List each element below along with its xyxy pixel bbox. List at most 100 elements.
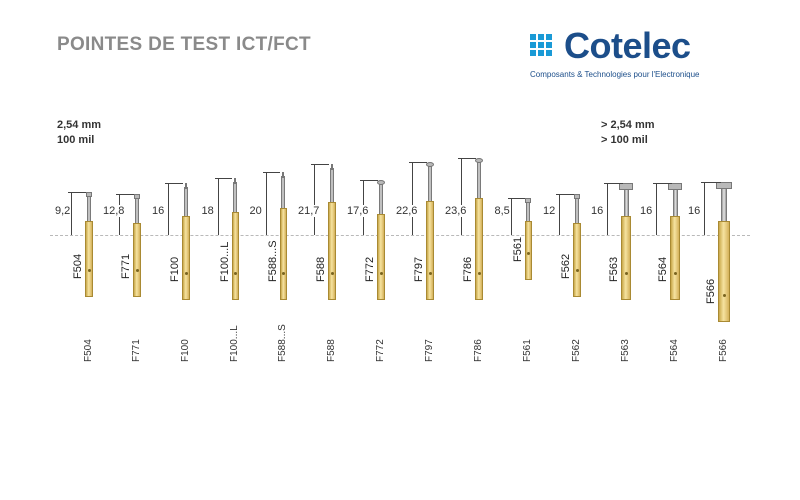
probe-model-label: F772 xyxy=(364,256,376,282)
probe-plunger xyxy=(672,187,678,218)
dimension-tick xyxy=(507,198,525,199)
probe-barrel xyxy=(133,223,141,297)
probe-bottom-label: F504 xyxy=(83,339,94,362)
probe-crimp-dot xyxy=(184,272,188,275)
probe-barrel xyxy=(524,221,532,280)
dimension-line xyxy=(412,162,413,235)
probe-bottom-label: F797 xyxy=(424,339,435,362)
probe-bottom-label: F588...S xyxy=(277,324,288,362)
probe-bottom-label: F564 xyxy=(669,339,680,362)
pitch-mil: > 100 mil xyxy=(601,134,648,146)
probe-bottom-label: F562 xyxy=(571,339,582,362)
probe-model-label: F588 xyxy=(315,256,327,282)
dimension-tick xyxy=(68,192,86,193)
dimension-line xyxy=(314,164,315,235)
dimension-line xyxy=(559,194,560,235)
probe-crimp-dot xyxy=(428,272,432,275)
dimension-line xyxy=(168,183,169,235)
reference-line xyxy=(50,235,750,236)
probe-bottom-label: F771 xyxy=(131,339,142,362)
probe-barrel xyxy=(279,208,287,300)
dimension-tick xyxy=(458,158,476,159)
probe-plunger xyxy=(184,187,188,218)
probe-tip-cup xyxy=(426,162,434,167)
dimension-value: 12 xyxy=(542,205,557,217)
dimension-value: 12,8 xyxy=(102,205,126,217)
probe-model-label: F564 xyxy=(657,256,669,282)
dimension-value: 16 xyxy=(639,205,654,217)
dimension-line xyxy=(704,182,705,235)
probe-plunger xyxy=(379,184,383,216)
dimension-value: 20 xyxy=(248,205,263,217)
probe-plunger xyxy=(281,176,285,210)
logo-tagline: Composants & Technologies pour l'Electro… xyxy=(530,70,700,79)
probe-model-label: F797 xyxy=(413,256,425,282)
probe-barrel xyxy=(377,214,385,300)
probe-plunger xyxy=(87,196,91,223)
logo-squares-icon xyxy=(530,34,556,60)
probe-tip-cup xyxy=(377,180,385,185)
probe-bottom-label: F566 xyxy=(718,339,729,362)
probe-crimp-dot xyxy=(477,272,481,275)
dimension-value: 9,2 xyxy=(54,205,72,217)
probe-bottom-label: F588 xyxy=(326,339,337,362)
probe-tip-pin xyxy=(331,164,333,170)
probe-bottom-label: F772 xyxy=(375,339,386,362)
probe-barrel xyxy=(328,202,336,300)
pitch-label-large: > 2,54 mm > 100 mil xyxy=(601,118,655,148)
probe-crimp-dot xyxy=(281,272,285,275)
probe-barrel xyxy=(573,223,581,297)
cotelec-logo: Cotelec Composants & Technologies pour l… xyxy=(530,25,760,90)
dimension-tick xyxy=(701,182,721,183)
probe-barrel xyxy=(718,221,730,322)
probe-tip-flat xyxy=(525,198,531,203)
probe-model-label: F566 xyxy=(705,278,717,304)
pitch-mm: 2,54 mm xyxy=(57,119,102,131)
probe-plunger xyxy=(721,186,727,223)
probe-plunger xyxy=(526,202,530,223)
dimension-line xyxy=(510,198,512,235)
probe-plunger xyxy=(135,198,139,225)
probe-model-label: F588...S xyxy=(266,240,279,282)
dimension-tick xyxy=(556,194,574,195)
probe-model-label: F504 xyxy=(72,253,84,279)
probe-bottom-label: F561 xyxy=(522,339,533,362)
pitch-mm: > 2,54 mm xyxy=(601,119,655,131)
probe-tip-crown xyxy=(716,182,732,189)
probe-plunger xyxy=(575,198,579,225)
probe-tip-flat xyxy=(134,194,140,199)
dimension-line xyxy=(71,192,72,235)
probe-tip-flat xyxy=(86,192,92,197)
dimension-value: 18 xyxy=(200,205,215,217)
dimension-tick xyxy=(116,194,134,195)
dimension-value: 22,6 xyxy=(395,205,419,217)
probe-barrel xyxy=(85,221,93,297)
pitch-label-standard: 2,54 mm 100 mil xyxy=(57,118,101,148)
probe-crimp-dot xyxy=(526,252,530,255)
probe-tip-pin xyxy=(282,172,284,178)
probe-bottom-label: F786 xyxy=(473,339,484,362)
probe-barrel xyxy=(621,216,631,300)
dimension-value: 23,6 xyxy=(444,205,468,217)
dimension-value: 16 xyxy=(687,205,702,217)
probe-plunger xyxy=(477,162,481,200)
probe-bottom-label: F563 xyxy=(620,339,631,362)
probe-model-label: F786 xyxy=(462,256,474,282)
probe-barrel xyxy=(426,201,434,300)
dimension-line xyxy=(461,158,462,235)
pitch-mil: 100 mil xyxy=(57,134,95,146)
dimension-value: 8,5 xyxy=(493,205,511,217)
probe-model-label: F562 xyxy=(560,253,572,279)
probe-barrel xyxy=(670,216,680,300)
probe-tip-pin xyxy=(234,178,236,184)
probe-crimp-dot xyxy=(379,272,383,275)
probe-crimp-dot xyxy=(575,269,579,272)
probe-crimp-dot xyxy=(722,294,726,297)
probe-crimp-dot xyxy=(233,272,237,275)
probe-crimp-dot xyxy=(135,269,139,272)
dimension-tick xyxy=(165,183,183,184)
probe-barrel xyxy=(182,216,190,300)
probe-tip-crown xyxy=(668,183,682,190)
dimension-value: 16 xyxy=(590,205,605,217)
probe-crimp-dot xyxy=(87,269,91,272)
